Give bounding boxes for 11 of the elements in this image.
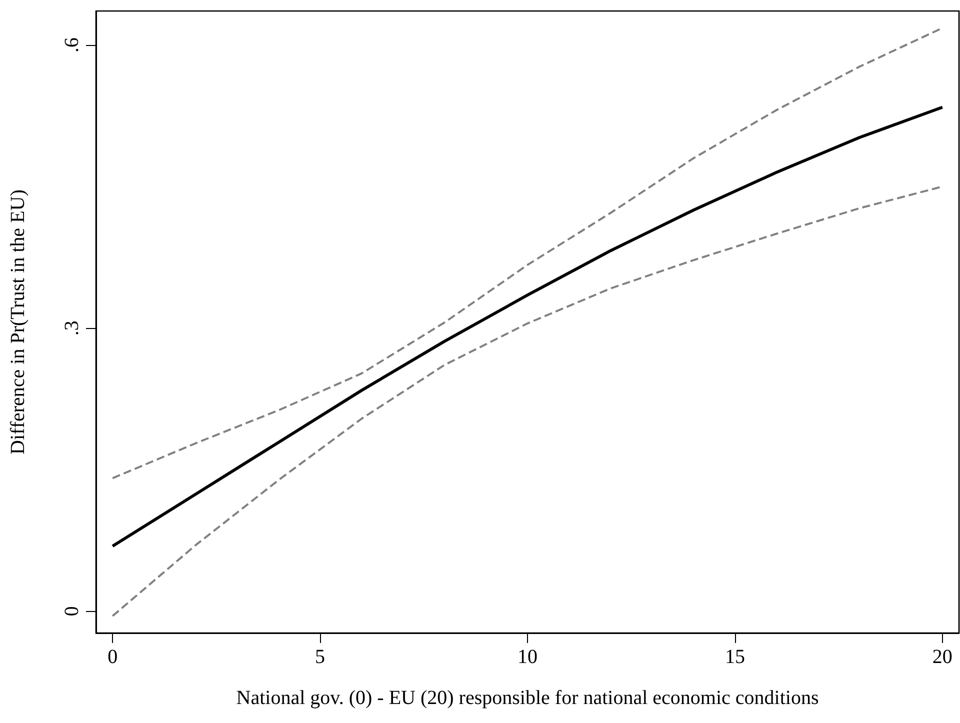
y-tick-label: .6: [61, 37, 83, 52]
y-tick-label: 0: [61, 606, 83, 616]
x-tick-label: 0: [108, 646, 118, 668]
x-tick-label: 20: [932, 646, 952, 668]
y-axis-title: Difference in Pr(Trust in the EU): [7, 190, 29, 454]
line-series: [111, 106, 944, 548]
x-tick-label: 5: [315, 646, 326, 668]
x-tick-label: 15: [724, 646, 745, 668]
y-tick-label: .3: [61, 320, 83, 336]
x-axis-title: National gov. (0) - EU (20) responsible for national economic conditions: [236, 687, 819, 709]
x-tick-label: 10: [518, 646, 538, 668]
